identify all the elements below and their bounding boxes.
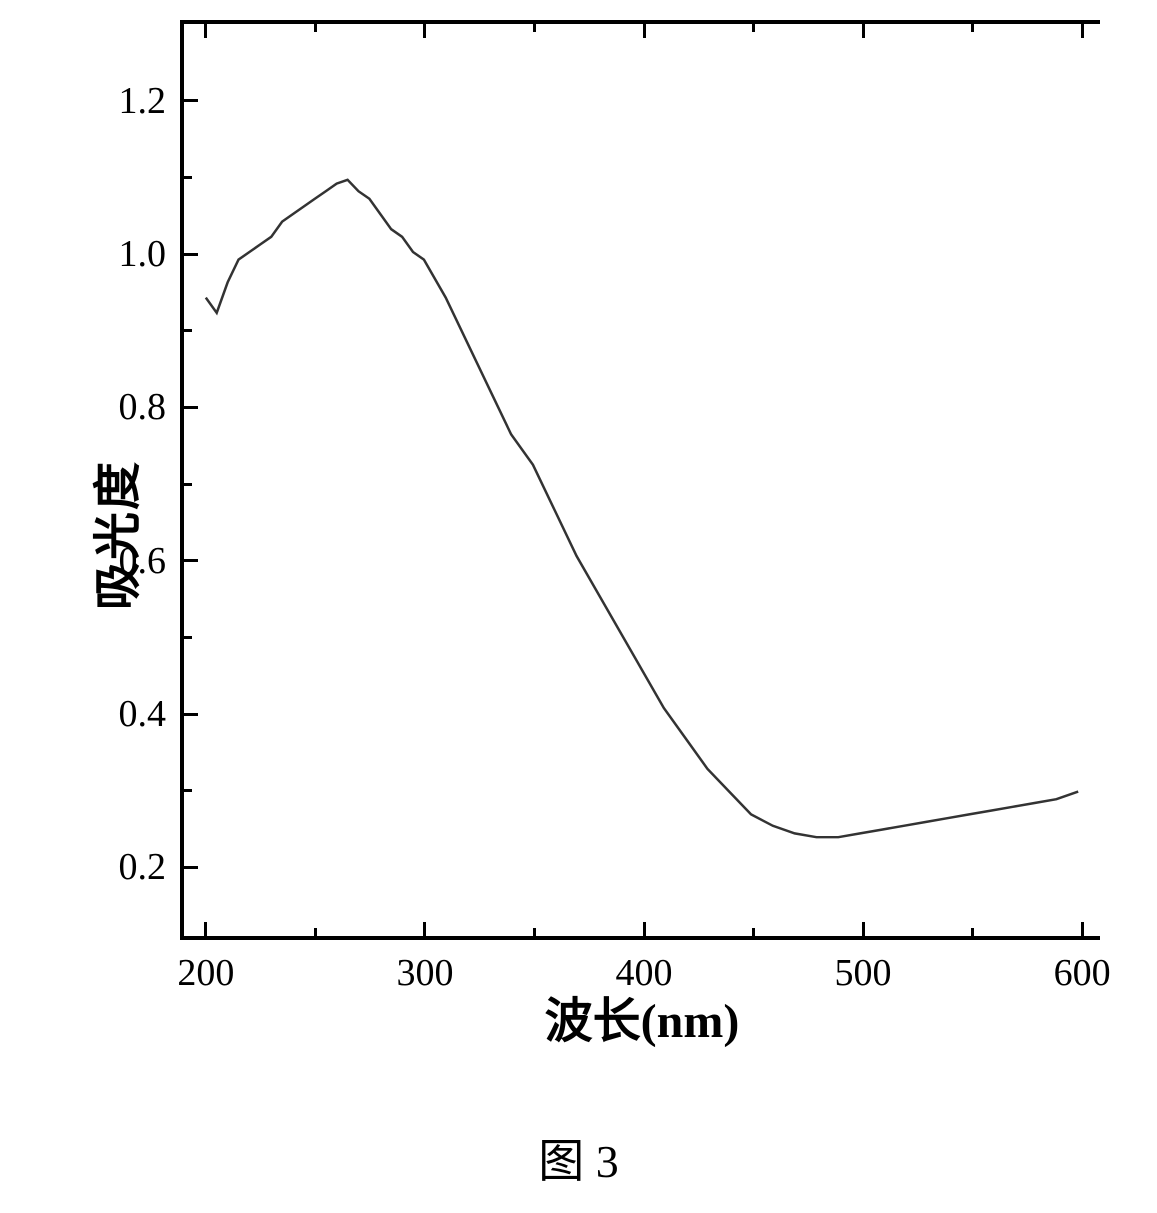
y-tick-label: 0.8 [119,385,167,429]
x-tick-top-minor [314,24,317,32]
x-tick-minor [752,928,755,936]
y-tick [184,866,198,869]
x-tick [643,922,646,936]
x-tick-label: 300 [396,951,453,995]
x-tick-top-minor [752,24,755,32]
x-tick-label: 400 [616,951,673,995]
x-tick-top [1081,24,1084,38]
x-tick [204,922,207,936]
y-tick-minor [184,176,192,179]
x-tick [423,922,426,936]
chart-container: 吸光度 波长(nm) 0.20.40.60.81.01.220030040050… [30,10,1130,1060]
x-tick [1081,922,1084,936]
x-tick-top [643,24,646,38]
x-tick-minor [314,928,317,936]
x-tick-top [862,24,865,38]
y-tick-minor [184,636,192,639]
curve-svg [184,24,1100,936]
y-tick-minor [184,789,192,792]
plot-area: 波长(nm) 0.20.40.60.81.01.2200300400500600 [180,20,1100,940]
x-tick [862,922,865,936]
y-tick-label: 1.0 [119,232,167,276]
x-tick-label: 200 [177,951,234,995]
x-tick-minor [533,928,536,936]
y-tick [184,406,198,409]
x-tick-top-minor [971,24,974,32]
y-axis-label: 吸光度 [78,460,148,610]
y-tick-label: 0.6 [119,539,167,583]
y-tick-label: 0.2 [119,845,167,889]
x-tick-minor [971,928,974,936]
x-tick-label: 500 [835,951,892,995]
figure-caption: 图 3 [538,1125,619,1191]
x-tick-top [204,24,207,38]
y-tick-label: 1.2 [119,79,167,123]
x-tick-top-minor [533,24,536,32]
y-tick-minor [184,483,192,486]
y-tick [184,713,198,716]
x-tick-label: 600 [1054,951,1111,995]
y-tick-label: 0.4 [119,692,167,736]
x-tick-top [423,24,426,38]
y-tick [184,559,198,562]
y-tick [184,253,198,256]
y-tick [184,99,198,102]
y-tick-minor [184,329,192,332]
